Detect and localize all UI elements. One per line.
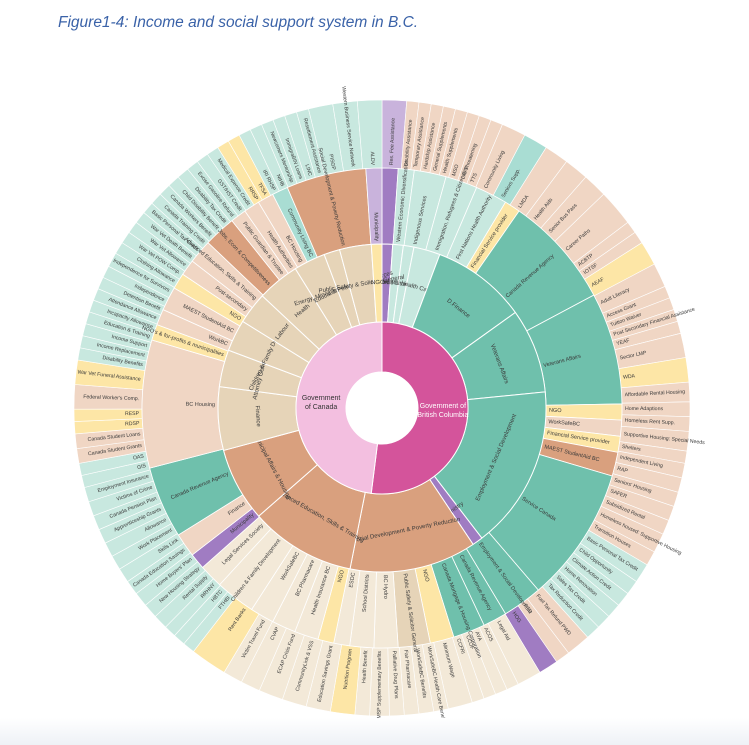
program-label-tfsa: TFSA (256, 182, 268, 197)
ministry-label-national-defence: National Defence (371, 278, 418, 289)
program-label-palliative-drug-plans: Palliative Drug Plans (391, 651, 399, 700)
program-label-shelters: Shelters (621, 444, 641, 453)
program-label-disability-assistance: Disability Assistance (403, 119, 414, 166)
program-label-wda: WDA (623, 373, 636, 381)
ministry-label-finance: Finance (254, 405, 261, 427)
government-ring: Government of British Columbia Government o… (295, 321, 469, 495)
program-label-home-adaptions: Home Adaptions (625, 406, 663, 412)
program-label-rdsp: RDSP (125, 421, 140, 428)
program-label-canada-student-loans: Canada Student Loans (87, 431, 141, 443)
page-footer-band (0, 718, 749, 745)
agency-label-ngo: NGO (421, 569, 430, 583)
program-label-mso: MSO (451, 164, 460, 177)
ministry-label-municipal: Municipal (373, 280, 399, 287)
agency-ring: Western Economic Diversification Indigeno… (141, 147, 623, 659)
agency-label-ngo: NGO (337, 569, 346, 583)
program-label-nihb: NIHB (275, 174, 286, 188)
program-label-yeaf: YEAF (616, 338, 631, 347)
program-label-safer: SAFER (609, 488, 628, 500)
program-label-nutrition-program: Nutrition Program (343, 649, 354, 690)
agency-label-municipality: Municipality (372, 212, 379, 241)
government-label-bc: Government of British Columbia (417, 403, 468, 419)
program-label-ccfri: CCFRI (455, 638, 466, 655)
program-label-oas: OAS (133, 453, 145, 461)
program-label-res-fee-assistance: Res. Fee Assistance (389, 118, 397, 166)
program-label-gis: GIS (137, 463, 148, 471)
agency-label-bc-hydro: BC Hydro (382, 575, 388, 599)
center-hole (346, 372, 418, 444)
program-label-homeless-rent-supp: Homeless Rent Supp. (625, 418, 676, 427)
program-label-pisgp: PISGP (327, 154, 336, 171)
agency-label-school-districts: School Districts (362, 574, 371, 613)
program-label-aya: AYA (473, 631, 482, 643)
program-label-cvap: CVAP (269, 626, 281, 641)
government-label-canada: Government of Canada (302, 395, 341, 411)
program-label-tts: TTS (470, 172, 479, 184)
agency-label-worksafebc: WorkSafeBC (548, 419, 580, 428)
program-label-msp-supplementary-benefits: MSP Supplementary Benefits (377, 651, 384, 719)
agency-label-bc-housing: BC Housing (186, 402, 215, 408)
program-label-linc: LINC (304, 164, 313, 177)
program-label-resp: RESP (125, 411, 140, 417)
program-label-acos: ACOS (482, 627, 494, 643)
program-label-health-benefit: Health Benefit (361, 650, 369, 683)
agency-label-ngo: NGO (549, 408, 562, 414)
program-ring: Res. Fee Assistance Disability Assistance… (73, 86, 705, 723)
program-label-hog: HOG (511, 611, 522, 624)
program-label-ccof: CCOF (464, 635, 475, 651)
ministry-label-ngo: NGO (371, 280, 385, 286)
program-label-fair-pharmacare: Fair Pharmacare (402, 650, 412, 689)
program-label-ptd: PTD (522, 603, 533, 615)
program-label-federal-worker-s-comp: Federal Worker's Comp. (83, 394, 139, 402)
program-label-aldv: ALDV (369, 152, 376, 166)
program-label-affordable-rental-housing: Affordable Rental Housing (625, 389, 686, 398)
program-label-rap: RAP (617, 466, 629, 475)
agency-label-esdc: ESDC (348, 572, 356, 588)
program-label-sector-lmp: Sector LMP (619, 350, 647, 361)
figure-title: Figure1-4: Income and social support sys… (58, 14, 419, 31)
